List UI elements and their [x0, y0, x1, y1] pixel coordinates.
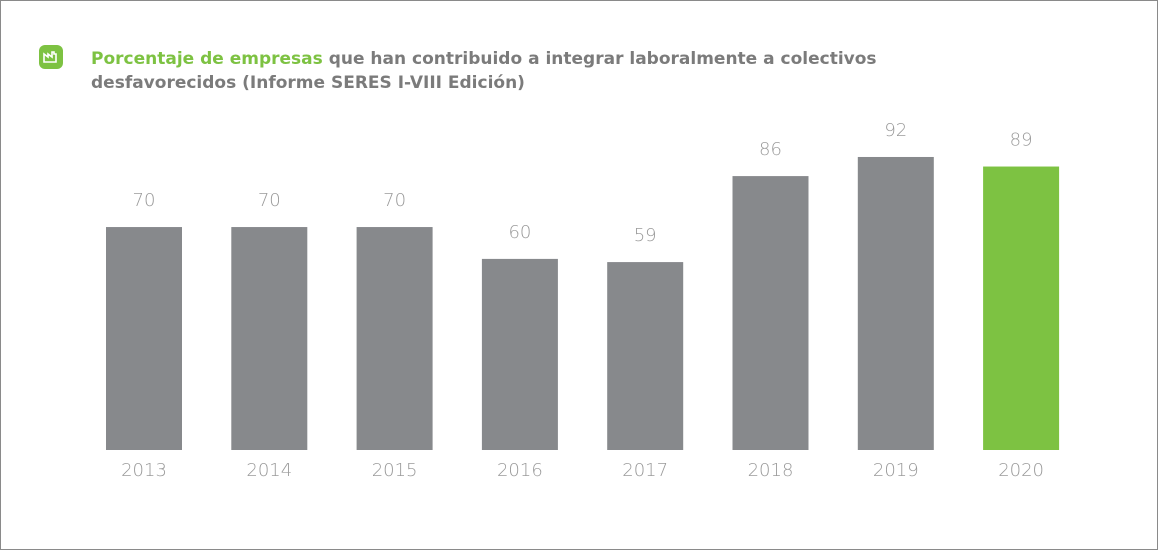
x-tick-label: 2020 — [998, 460, 1044, 481]
x-tick-label: 2019 — [873, 460, 919, 481]
bar — [607, 262, 684, 450]
icon — [39, 45, 63, 69]
bar — [857, 156, 934, 451]
chart-title: Porcentaje de empresas que han contribui… — [91, 47, 991, 95]
x-tick-label: 2014 — [246, 460, 292, 481]
bar — [356, 227, 433, 450]
value-label: 86 — [759, 139, 782, 160]
x-tick-label: 2018 — [748, 460, 794, 481]
value-label: 89 — [1010, 130, 1033, 151]
x-tick-label: 2015 — [372, 460, 418, 481]
bar — [231, 227, 308, 450]
x-tick-label: 2013 — [121, 460, 167, 481]
bar — [481, 258, 558, 450]
x-tick-label: 2016 — [497, 460, 543, 481]
title-text: que han contribuido a integrar laboralme… — [91, 49, 877, 93]
value-label: 70 — [258, 190, 281, 211]
factory-icon — [43, 51, 57, 63]
bar — [106, 227, 182, 450]
value-label: 70 — [133, 190, 156, 211]
value-label: 70 — [383, 190, 406, 211]
value-label: 60 — [508, 222, 531, 243]
title-highlight: Porcentaje de empresas — [91, 49, 323, 69]
bar — [732, 176, 809, 450]
bar — [983, 166, 1060, 450]
value-label: 59 — [634, 225, 657, 246]
x-tick-label: 2017 — [622, 460, 668, 481]
value-label: 92 — [884, 120, 907, 141]
